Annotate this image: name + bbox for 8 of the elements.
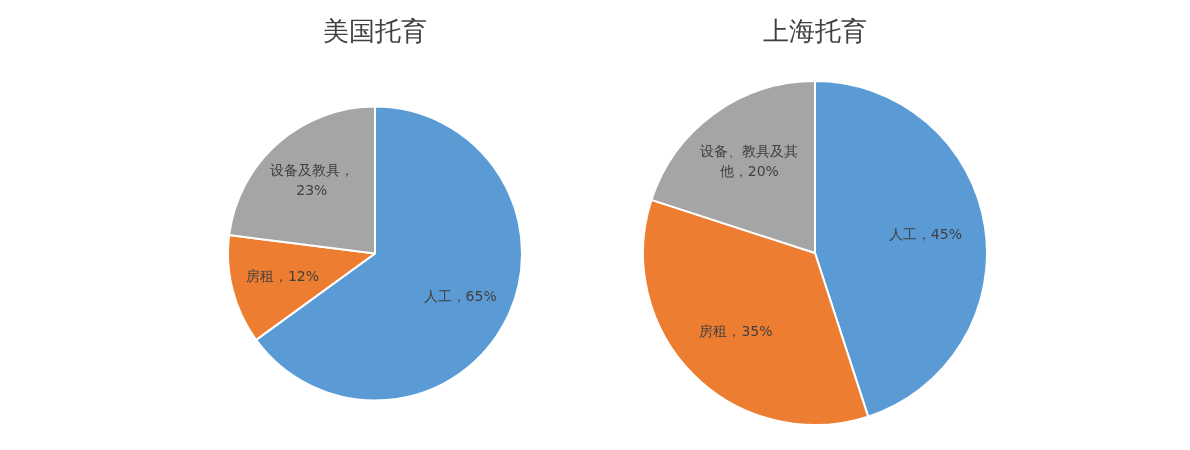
chart-title: 上海托育 — [762, 16, 868, 48]
slice-label: 人工，45% — [888, 226, 962, 243]
slice-label: 人工，65% — [423, 287, 497, 304]
chart-title: 美国托育 — [322, 16, 428, 48]
slice-label: 房租，12% — [245, 267, 320, 284]
slice-label: 设备、教具及其他，20% — [700, 143, 799, 180]
slice-label: 房租，35% — [699, 322, 773, 339]
slice-label: 设备及教具，23% — [269, 162, 354, 199]
